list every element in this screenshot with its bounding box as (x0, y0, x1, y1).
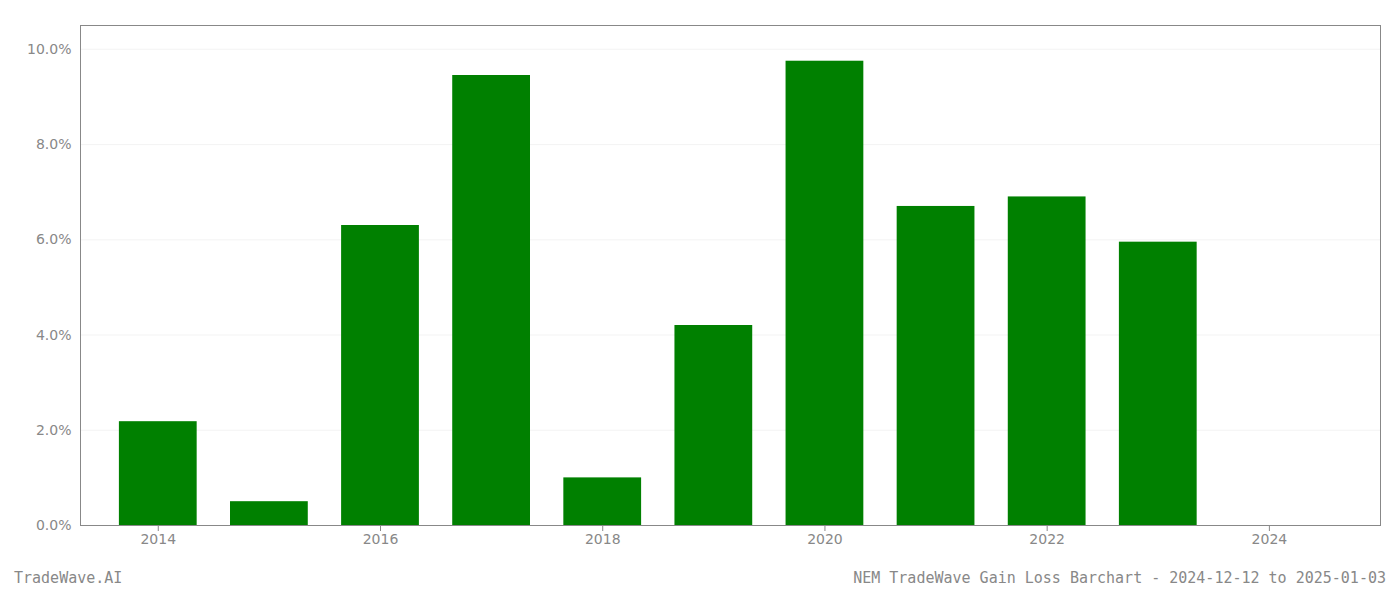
svg-text:2022: 2022 (1029, 531, 1065, 547)
svg-text:2020: 2020 (807, 531, 843, 547)
svg-text:8.0%: 8.0% (36, 136, 72, 152)
svg-text:0.0%: 0.0% (36, 517, 72, 533)
svg-text:6.0%: 6.0% (36, 231, 72, 247)
svg-text:2018: 2018 (585, 531, 621, 547)
svg-text:2024: 2024 (1252, 531, 1288, 547)
svg-text:2016: 2016 (363, 531, 399, 547)
svg-text:2.0%: 2.0% (36, 422, 72, 438)
svg-text:2014: 2014 (140, 531, 176, 547)
svg-text:10.0%: 10.0% (27, 41, 71, 57)
svg-text:4.0%: 4.0% (36, 327, 72, 343)
html-text:TradeWave.AI: TradeWave.AI (14, 569, 123, 587)
html-text:NEM TradeWave Gain Loss Barcha: NEM TradeWave Gain Loss Barchart - 2024-… (853, 569, 1386, 587)
